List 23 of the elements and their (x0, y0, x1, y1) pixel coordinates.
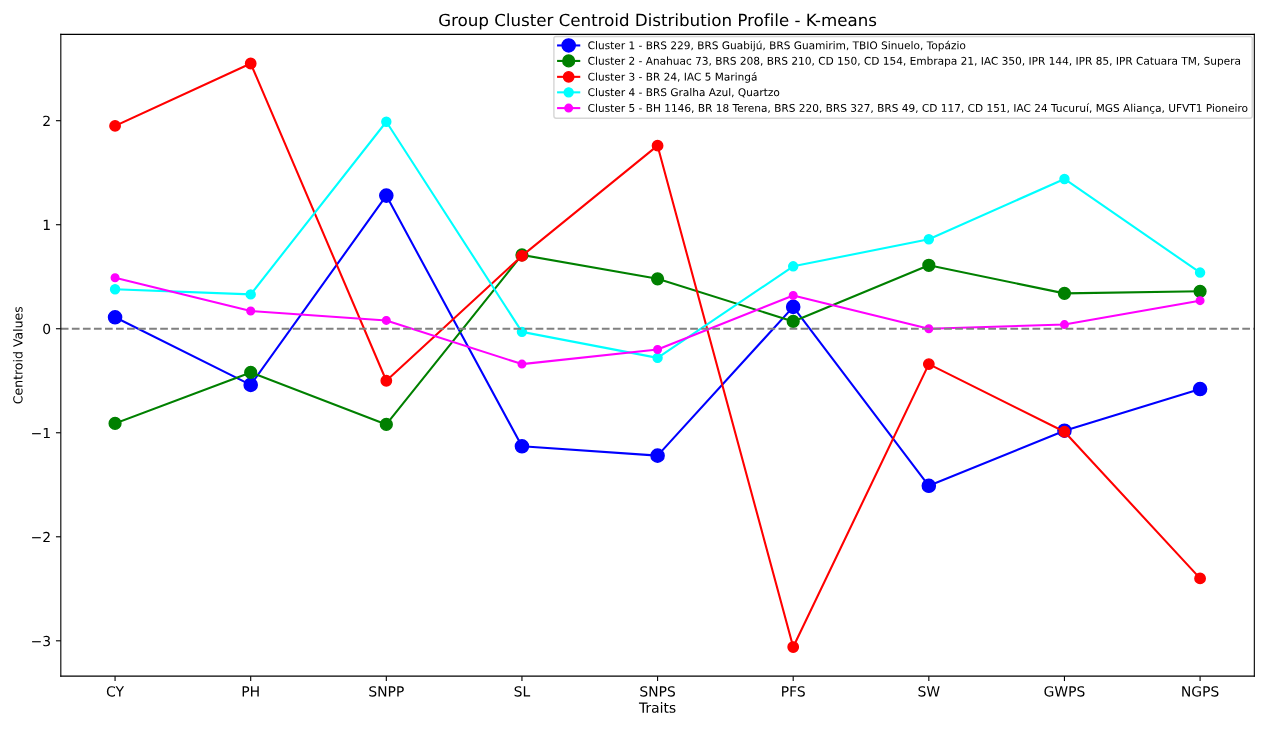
chart-title: Group Cluster Centroid Distribution Profile - K-means (439, 13, 877, 30)
y-tick-label: 1 (43, 219, 50, 230)
x-tick-label: PH (242, 686, 259, 697)
legend-label: Cluster 4 - BRS Gralha Azul, Quartzo (588, 88, 780, 98)
x-tick-label: SNPP (369, 686, 404, 697)
legend-label: Cluster 5 - BH 1146, BR 18 Terena, BRS 220, BRS 327, BRS 49, CD 117, CD 151, IAC 24 Tucuruí, MGS Aliança, UFVT1 Pioneiro (588, 103, 1248, 114)
x-tick-label: PFS (782, 686, 805, 697)
legend-label: Cluster 2 - Anahuac 73, BRS 208, BRS 210, CD 150, CD 154, Embrapa 21, IAC 350, IPR 144, IPR 85, IPR Catuara TM, Supera (588, 56, 1241, 67)
y-tick-label: −2 (32, 531, 50, 543)
x-tick-label: GWPS (1044, 686, 1085, 697)
x-tick-label: SL (514, 686, 531, 697)
y-tick-label: 0 (43, 323, 51, 335)
x-tick-label: CY (106, 686, 125, 697)
x-tick-label: NGPS (1182, 686, 1219, 697)
y-tick-label: −3 (32, 635, 50, 647)
legend-label: Cluster 3 - BR 24, IAC 5 Maringá (588, 72, 757, 83)
y-axis-title: Centroid Values (12, 306, 23, 404)
y-tick-label: 2 (43, 115, 50, 126)
x-tick-label: SNPS (640, 686, 675, 697)
y-tick-label: −1 (32, 427, 50, 439)
legend-label: Cluster 1 - BRS 229, BRS Guabijú, BRS Guamirim, TBIO Sinuelo, Topázio (588, 40, 966, 52)
x-axis-title: Traits (638, 702, 676, 713)
x-tick-label: SW (918, 686, 940, 697)
